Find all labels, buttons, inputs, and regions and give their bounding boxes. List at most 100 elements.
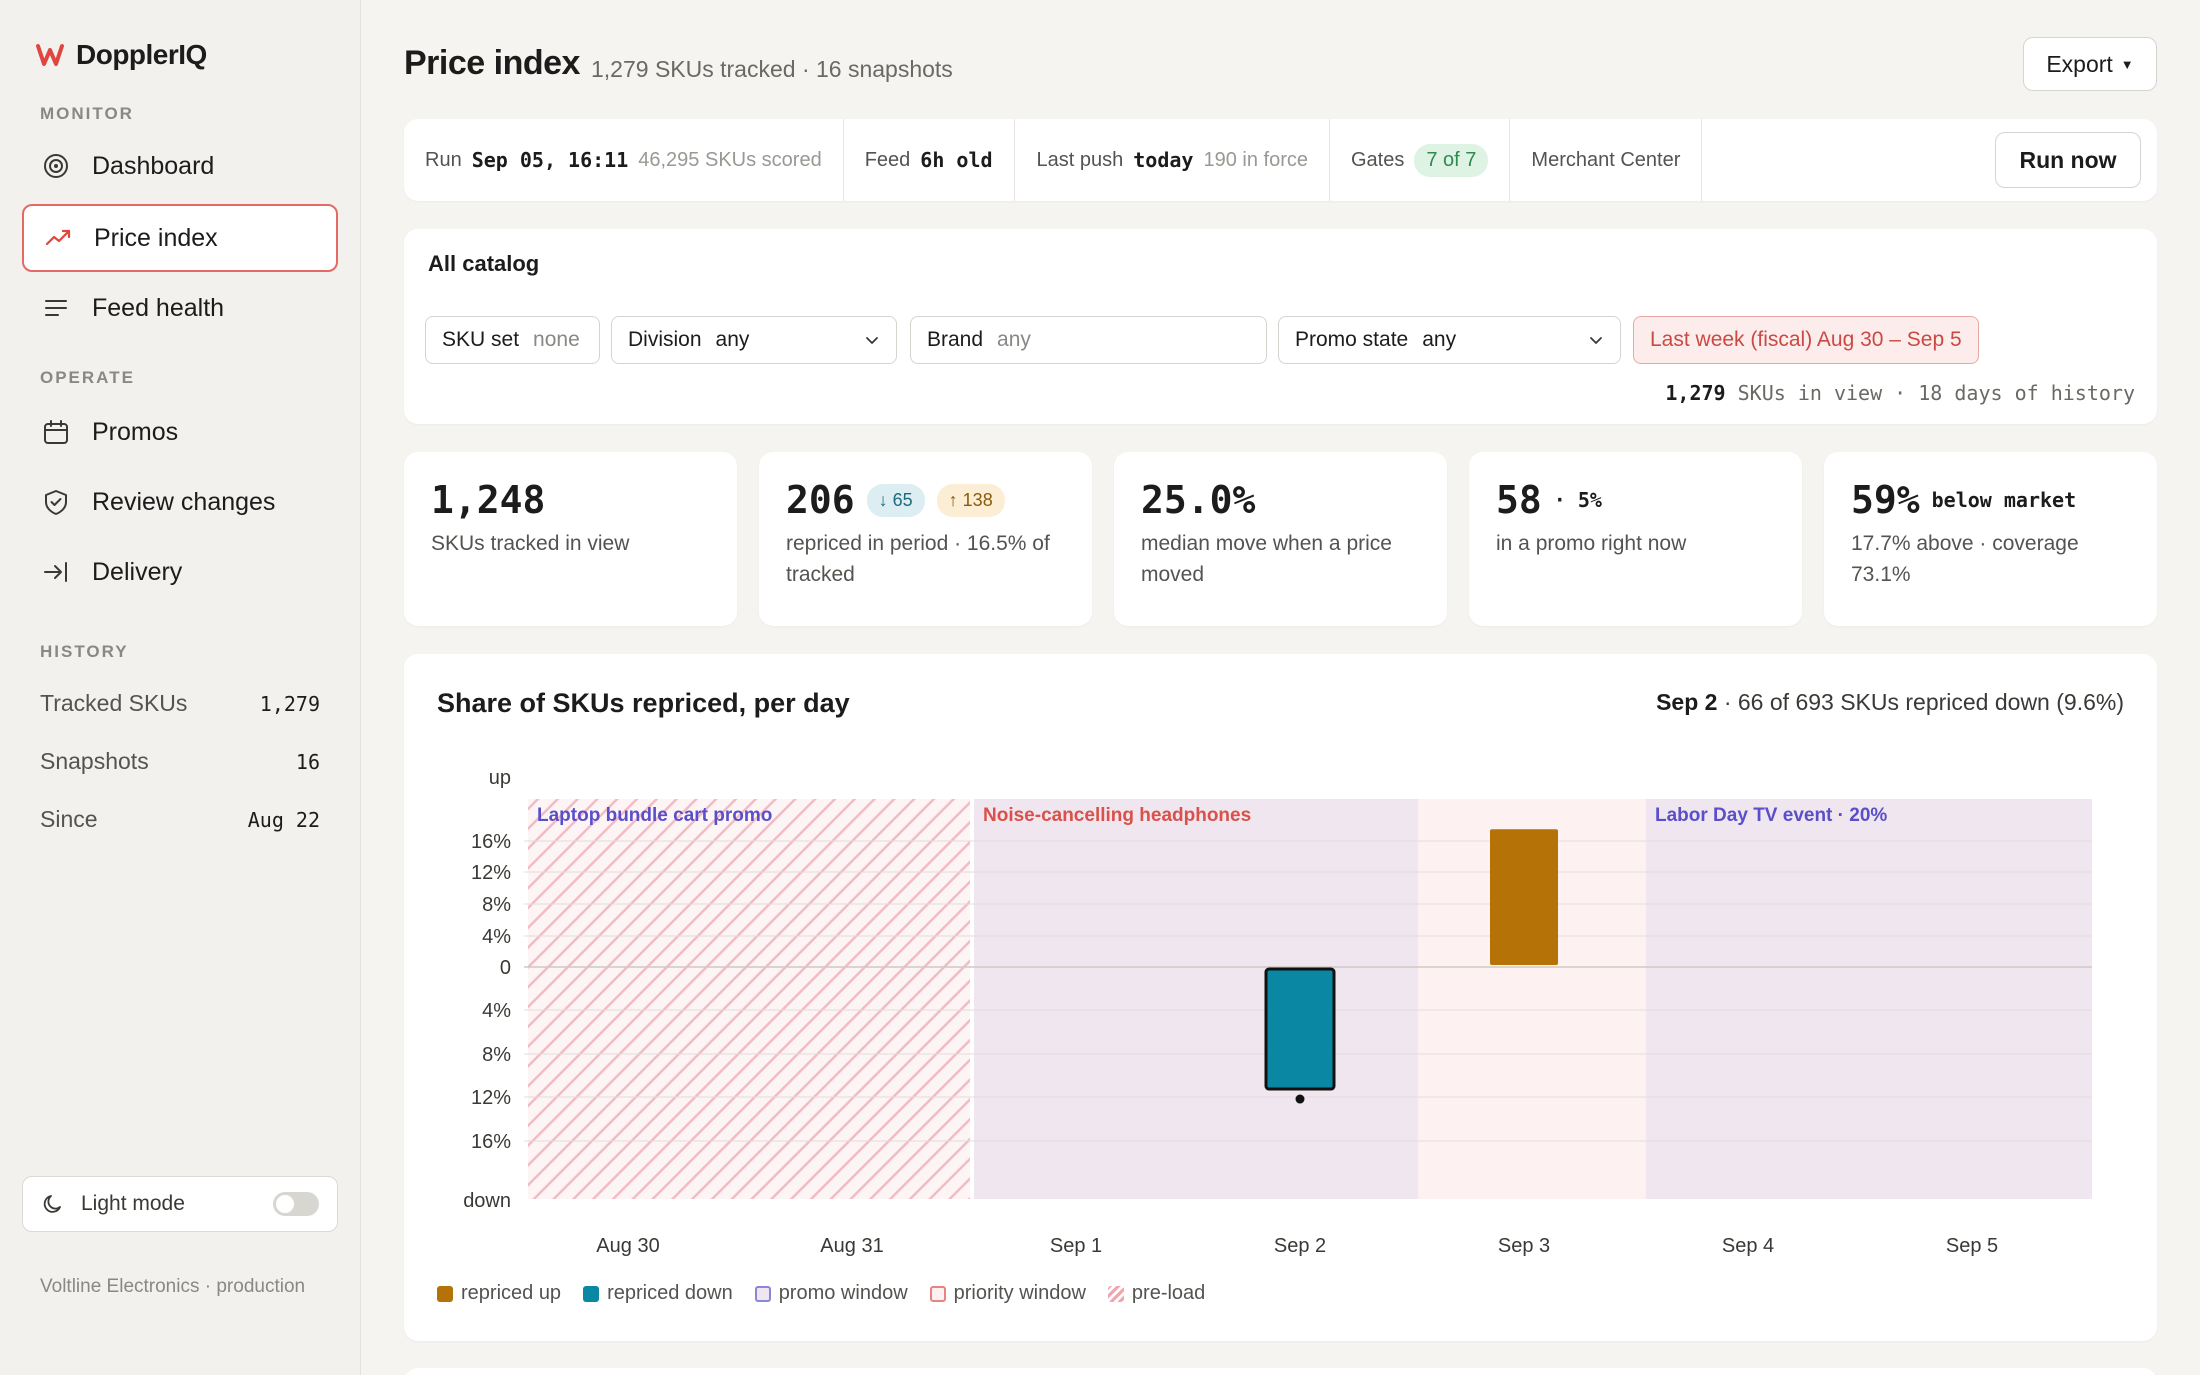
chart-selection: Sep 2 · 66 of 693 SKUs repriced down (9.… [1656,689,2124,716]
filter-value: any [1422,328,1457,351]
period-chip[interactable]: Last week (fiscal) Aug 30 – Sep 5 [1633,316,1979,364]
sidebar-item-label: Feed health [92,293,225,322]
sidebar-item-label: Delivery [92,557,183,586]
status-feed: Feed 6h old [844,119,1015,201]
chart-title: Share of SKUs repriced, per day [437,688,850,718]
status-run-value: Sep 05, 16:11 [471,148,629,172]
sidebar-item-label: Dashboard [92,151,215,180]
section-operate: OPERATE [40,368,135,387]
kpi-desc: SKUs tracked in view [431,532,630,555]
history-value: Aug 22 [247,807,320,832]
history-label: Tracked SKUs [40,690,188,716]
repricing-chart-card: Laptop bundle cart promo Noise-cancelling… [404,654,2157,1341]
x-tick-label: Sep 3 [1498,1235,1550,1257]
status-push-label: Last push [1036,148,1124,171]
kpi-desc: median move when a price moved [1141,532,1392,586]
promo-state-select[interactable]: Promo state any [1278,316,1621,364]
repricing-chart[interactable]: Laptop bundle cart promo Noise-cancelling… [404,654,2157,1341]
history-since: Since Aug 22 [40,806,320,833]
section-history: HISTORY [40,642,129,661]
window-band [974,799,1418,1199]
sidebar: DopplerIQ MONITOR Dashboard Price index … [0,0,361,1375]
legend-repriced-up: repriced up [437,1282,561,1305]
status-gates: Gates 7 of 7 [1330,119,1511,201]
status-bar: Run Sep 05, 16:11 46,295 SKUs scored Fee… [404,119,2157,201]
theme-toggle[interactable]: Light mode [22,1176,338,1232]
filter-label: Division [628,328,702,351]
sidebar-item-promos[interactable]: Promos [22,398,338,466]
history-label: Snapshots [40,748,149,774]
caret-down-icon: ▼ [2120,56,2134,72]
export-button[interactable]: Export ▼ [2023,37,2157,91]
gates-badge: 7 of 7 [1414,143,1489,177]
filter-value: any [715,328,750,351]
status-run-detail: 46,295 SKUs scored [638,148,822,171]
sidebar-item-review-changes[interactable]: Review changes [22,468,338,536]
sidebar-item-label: Promos [92,417,179,446]
brand-filter[interactable]: Brand any [910,316,1267,364]
y-tick-label: 16% [471,831,511,853]
sidebar-item-price-index[interactable]: Price index [22,204,338,272]
window-label: Noise-cancelling headphones [983,805,1251,826]
kpi-value: 1,248 [431,478,546,522]
kpi-suffix: · 5% [1553,488,1602,512]
merchant-center-label: Merchant Center [1531,148,1681,171]
filters-title: All catalog [428,251,540,276]
legend-label: priority window [953,1282,1086,1304]
logo-mark-icon [36,44,64,66]
legend-label: repriced down [607,1282,733,1304]
chart-legend: repriced up repriced down promo window p… [437,1282,1205,1305]
sidebar-item-label: Price index [94,223,218,252]
window-band [528,799,970,1199]
app-name: DopplerIQ [76,39,207,70]
kpi-value: 59% [1851,478,1920,522]
trend-up-icon [45,229,71,246]
history-label: Since [40,806,98,832]
page-title: Price index [404,44,580,82]
sidebar-item-feed-health[interactable]: Feed health [22,274,338,342]
y-tick-label: 12% [471,862,511,884]
window-label: Labor Day TV event · 20% [1655,805,1887,826]
sidebar-item-dashboard[interactable]: Dashboard [22,132,338,200]
legend-promo-window: promo window [754,1282,908,1305]
status-gates-label: Gates [1351,148,1405,171]
bar-repriced-up [1490,829,1558,965]
status-merchant-center[interactable]: Merchant Center [1510,119,1703,201]
y-tick-label: 12% [471,1087,511,1109]
status-push-detail: 190 in force [1203,148,1308,171]
target-icon [44,154,68,178]
summary-text: SKUs in view · 18 days of history [1737,381,2135,405]
kpi-value: 25.0% [1141,478,1256,522]
theme-switch[interactable] [273,1192,319,1216]
filter-value: any [997,328,1031,351]
run-now-button[interactable]: Run now [1995,132,2141,188]
page-subtitle: 1,279 SKUs tracked · 16 snapshots [591,56,953,82]
repriced-down-badge: ↓ 65 [866,483,925,517]
selection-text: · 66 of 693 SKUs repriced down (9.6%) [1723,689,2124,715]
repriced-up-badge: ↑ 138 [936,483,1005,517]
window-label: Laptop bundle cart promo [537,805,772,826]
arrow-to-bar-icon [44,562,67,582]
y-tick-label: 8% [482,894,511,916]
calendar-icon [44,420,68,444]
sku-set-filter[interactable]: SKU set none [425,316,600,364]
history-snapshots: Snapshots 16 [40,748,320,775]
kpi-desc: repriced in period · 16.5% of tracked [786,532,1050,586]
org-name: Voltline Electronics · production [40,1276,306,1297]
export-label: Export [2046,50,2113,77]
status-feed-label: Feed [864,148,911,171]
sidebar-item-delivery[interactable]: Delivery [22,538,338,606]
legend-label: repriced up [461,1282,562,1304]
filter-value: none [533,328,580,351]
division-select[interactable]: Division any [611,316,897,364]
history-tracked-skus: Tracked SKUs 1,279 [40,690,320,717]
moon-icon [43,1195,61,1213]
history-value: 16 [295,749,320,774]
status-push: Last push today 190 in force [1015,119,1330,201]
kpi-market-position: 59% below market 17.7% above · coverage … [1824,452,2157,626]
y-tick-label: 4% [482,1000,511,1022]
chevron-down-icon [866,337,878,344]
logo[interactable]: DopplerIQ [36,38,207,72]
x-tick-label: Aug 31 [820,1235,883,1257]
kpi-repriced: 206 ↓ 65 ↑ 138 repriced in period · 16.5… [759,452,1092,626]
